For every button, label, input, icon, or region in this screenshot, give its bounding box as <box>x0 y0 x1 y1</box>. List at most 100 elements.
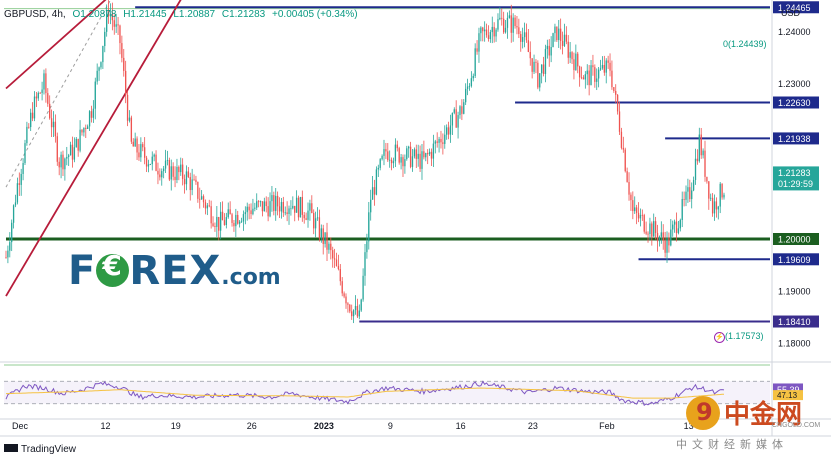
candle-body <box>630 194 632 201</box>
candle-body <box>35 96 38 99</box>
candle-body <box>408 146 410 149</box>
candle-body <box>419 153 421 169</box>
time-tick-label: 26 <box>247 421 257 431</box>
candle-body <box>128 117 131 121</box>
price-tag-label: 1.21283 <box>778 168 811 178</box>
candle-body <box>518 27 520 35</box>
candle-body <box>193 179 195 181</box>
candle-body <box>366 241 368 253</box>
candle-body <box>92 108 95 118</box>
candle-body <box>563 34 566 46</box>
candle-body <box>294 205 296 213</box>
candle-body <box>273 195 275 211</box>
candle-body <box>542 64 545 74</box>
candle-body <box>278 206 281 212</box>
candle-body <box>463 102 465 114</box>
candle-body <box>303 214 305 219</box>
candle-body <box>244 212 246 215</box>
price-tag <box>773 253 819 266</box>
candle-body <box>455 109 457 128</box>
candle-body <box>119 25 121 44</box>
candle-body <box>632 200 634 212</box>
candle-body <box>349 304 351 312</box>
candle-body <box>599 68 602 70</box>
candle-body <box>337 266 340 270</box>
candle-body <box>508 15 511 18</box>
candle-body <box>588 70 590 86</box>
candle-body <box>267 206 269 217</box>
chart-header: GBPUSD, 4h, O1.20878 H1.21445 L1.20887 C… <box>4 9 362 20</box>
candle-body <box>250 210 252 215</box>
horizontal-levels[interactable] <box>6 6 770 323</box>
candle-body <box>246 206 248 213</box>
change-value: +0.00405 (+0.34%) <box>272 9 358 20</box>
candle-body <box>425 153 427 158</box>
candle-body <box>362 275 364 300</box>
candle-body <box>142 144 144 148</box>
cngold-watermark: 中金网 CNGOLD.COM 中文财经新媒体 <box>672 392 827 454</box>
candle-body <box>673 221 676 225</box>
candle-body <box>225 217 228 225</box>
price-tick-label: 1.19000 <box>778 286 811 296</box>
candle-body <box>164 160 167 169</box>
candle-body <box>223 220 226 225</box>
candle-body <box>326 232 328 250</box>
fib-bottom-label: ⚡(1.17573) <box>714 331 764 343</box>
candle-body <box>191 179 193 191</box>
candle-body <box>575 53 577 71</box>
candle-body <box>613 87 615 91</box>
candle-body <box>147 164 150 167</box>
tradingview-footer[interactable]: TradingView <box>4 444 76 455</box>
candle-body <box>444 134 446 144</box>
candle-body <box>721 183 723 198</box>
candle-body <box>261 201 264 212</box>
candle-body <box>109 13 112 17</box>
candle-body <box>645 231 647 234</box>
candle-body <box>47 93 49 104</box>
rsi-line <box>5 380 725 406</box>
candle-body <box>83 127 85 133</box>
price-tag <box>773 233 819 245</box>
candle-body <box>284 212 286 214</box>
candle-body <box>381 155 383 160</box>
candle-body <box>178 166 180 173</box>
candle-body <box>385 149 387 152</box>
candle-body <box>409 146 412 167</box>
grid <box>0 0 831 437</box>
candle-body <box>176 166 178 180</box>
symbol-label[interactable]: GBPUSD, 4h, <box>4 9 66 20</box>
fib-bottom-value: (1.17573) <box>725 331 764 341</box>
candle-body <box>111 13 114 21</box>
price-tag <box>773 315 819 328</box>
candle-body <box>670 229 672 246</box>
candle-body <box>696 158 699 162</box>
candle-body <box>580 77 583 79</box>
candle-body <box>330 243 332 251</box>
candle-body <box>333 258 336 260</box>
alert-icon[interactable]: ⚡ <box>714 332 725 343</box>
time-tick-label: 16 <box>456 421 466 431</box>
candle-body <box>66 156 68 159</box>
candle-body <box>529 51 531 59</box>
candle-body <box>9 242 11 251</box>
candle-body <box>497 19 499 30</box>
candle-body <box>172 166 174 177</box>
candle-body <box>125 70 127 95</box>
price-tag <box>773 1 819 14</box>
fib-top-label: 0(1.24439) <box>723 39 767 49</box>
candle-body <box>180 164 182 173</box>
time-tick-label: 23 <box>528 421 538 431</box>
candle-body <box>282 201 284 213</box>
candle-body <box>235 214 237 227</box>
candle-body <box>37 92 39 99</box>
candle-body <box>324 232 326 244</box>
candle-body <box>715 201 718 210</box>
price-tag <box>773 132 819 145</box>
plot-background <box>4 4 770 436</box>
rsi-ma-line <box>6 387 725 399</box>
candle-body <box>231 214 233 223</box>
candle-body <box>499 17 501 20</box>
